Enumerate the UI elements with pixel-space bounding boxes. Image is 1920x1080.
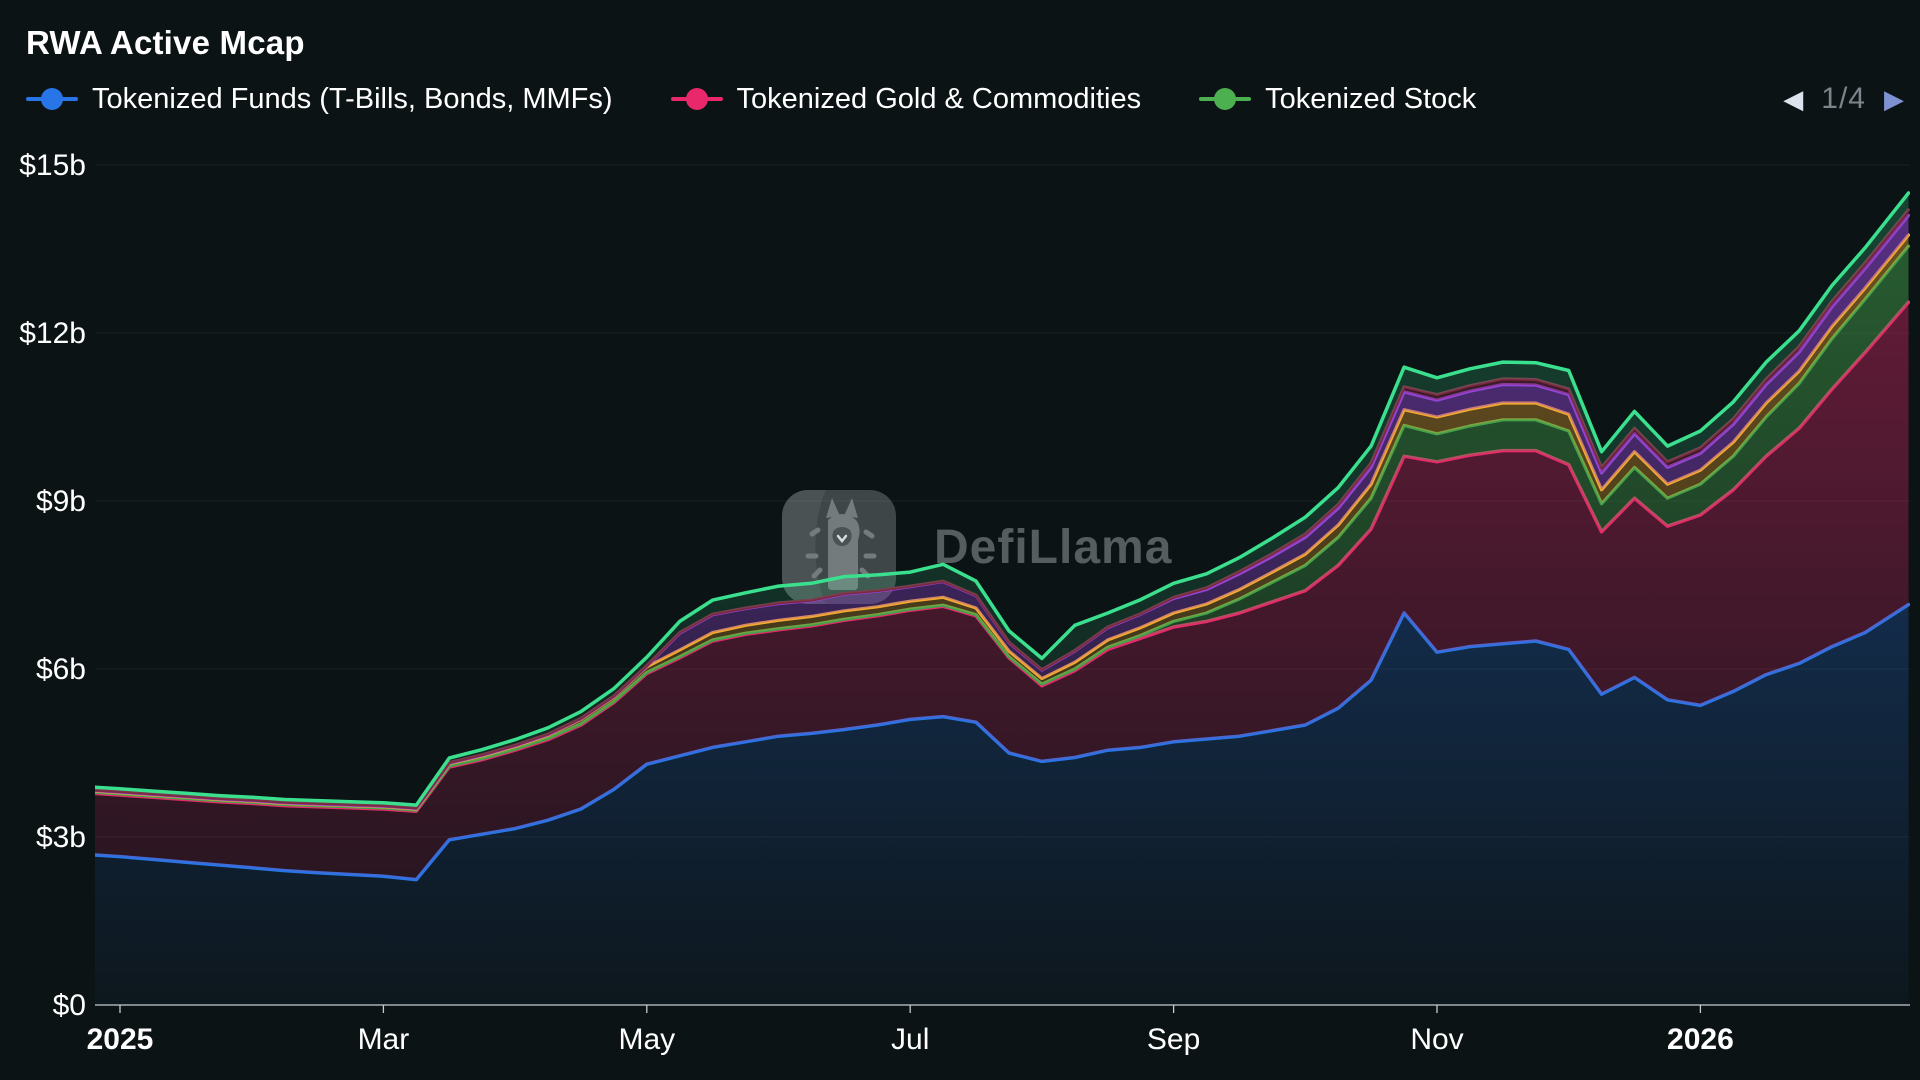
defillama-watermark: DefiLlama	[782, 490, 1172, 604]
y-axis-label: $12b	[19, 317, 86, 350]
legend-label: Tokenized Gold & Commodities	[736, 82, 1142, 115]
y-axis-label: $15b	[19, 149, 86, 182]
x-axis-label: May	[618, 1023, 675, 1056]
legend-item-tokenized-gold[interactable]: Tokenized Gold & Commodities	[670, 82, 1142, 116]
y-axis-label: $3b	[36, 821, 86, 854]
page-title: RWA Active Mcap	[26, 24, 305, 61]
legend-item-tokenized-stock[interactable]: Tokenized Stock	[1199, 83, 1476, 116]
legend-label: Tokenized Funds (T-Bills, Bonds, MMFs)	[92, 82, 613, 115]
defillama-logo-icon	[782, 490, 896, 604]
legend-prev-page-icon[interactable]: ◀	[1783, 84, 1804, 114]
legend-marker-blue-icon	[26, 88, 78, 110]
x-axis-label: Sep	[1147, 1023, 1200, 1056]
x-axis-label: Jul	[891, 1023, 929, 1056]
legend-marker-pink-icon	[670, 88, 723, 110]
x-axis-label: 2026	[1667, 1023, 1734, 1056]
defillama-watermark-text: DefiLlama	[934, 520, 1173, 574]
legend-pagination: ◀ 1/4 ▶	[1783, 82, 1904, 116]
legend-next-page-icon[interactable]: ▶	[1884, 84, 1904, 114]
legend-item-tokenized-funds[interactable]: Tokenized Funds (T-Bills, Bonds, MMFs)	[26, 83, 613, 116]
legend-marker-green-icon	[1199, 88, 1252, 110]
y-axis-label: $6b	[36, 653, 86, 686]
x-axis-label: 2025	[87, 1023, 154, 1056]
legend-page-indicator: 1/4	[1821, 82, 1866, 115]
x-axis-label: Nov	[1410, 1023, 1463, 1056]
y-axis-label: $0	[53, 989, 86, 1022]
y-axis-label: $9b	[36, 485, 86, 518]
x-axis-label: Mar	[358, 1023, 410, 1056]
legend-label: Tokenized Stock	[1265, 82, 1477, 115]
legend: Tokenized Funds (T-Bills, Bonds, MMFs) T…	[26, 76, 1904, 122]
